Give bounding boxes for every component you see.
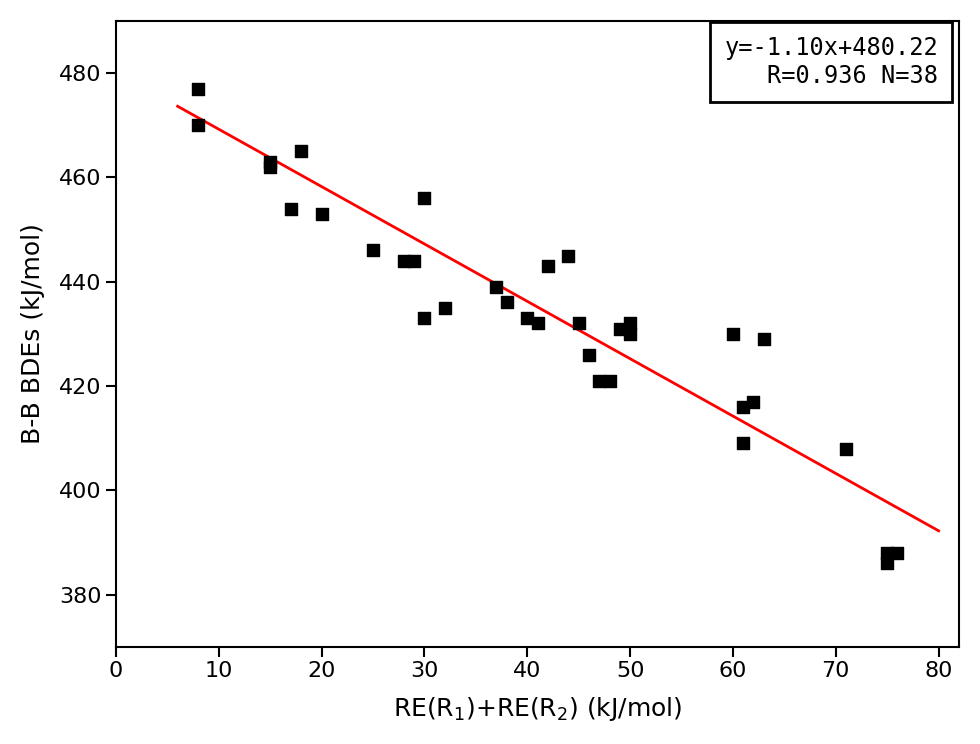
Point — [602, 375, 617, 387]
Point — [530, 318, 546, 330]
Y-axis label: B-B BDEs (kJ/mol): B-B BDEs (kJ/mol) — [21, 223, 45, 444]
Point — [314, 208, 329, 219]
Point — [735, 437, 751, 449]
Point — [561, 249, 576, 261]
Point — [756, 333, 771, 345]
Point — [725, 328, 741, 340]
Point — [735, 401, 751, 413]
Point — [190, 119, 206, 131]
Text: y=-1.10x+480.22
R=0.936 N=38: y=-1.10x+480.22 R=0.936 N=38 — [724, 36, 938, 89]
Point — [190, 83, 206, 94]
Point — [622, 328, 638, 340]
Point — [263, 161, 278, 173]
Point — [293, 145, 309, 157]
Point — [519, 312, 535, 324]
Point — [879, 557, 895, 569]
Point — [416, 192, 432, 204]
Point — [366, 244, 381, 256]
Point — [879, 547, 895, 559]
Point — [838, 443, 854, 455]
Point — [283, 202, 299, 214]
Point — [437, 302, 453, 314]
Point — [570, 318, 586, 330]
Point — [890, 547, 906, 559]
Point — [499, 297, 514, 309]
Point — [540, 260, 556, 272]
Point — [746, 396, 761, 408]
Point — [396, 254, 412, 266]
Point — [263, 155, 278, 167]
Point — [591, 375, 607, 387]
Point — [622, 318, 638, 330]
Point — [489, 281, 505, 293]
Point — [407, 254, 422, 266]
Point — [416, 312, 432, 324]
Point — [581, 349, 597, 361]
X-axis label: RE(R$_1$)+RE(R$_2$) (kJ/mol): RE(R$_1$)+RE(R$_2$) (kJ/mol) — [393, 695, 682, 723]
Point — [612, 323, 627, 335]
